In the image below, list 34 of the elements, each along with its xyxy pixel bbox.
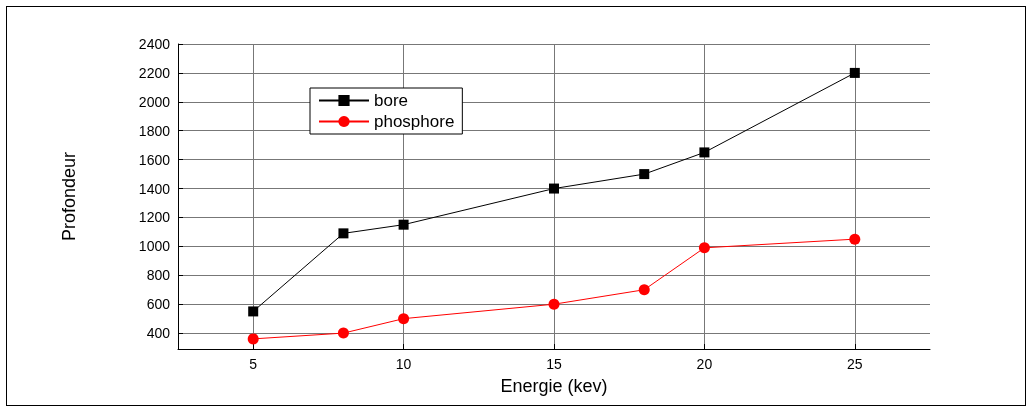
y-tick-label: 2400 xyxy=(138,36,171,52)
x-tick-label: 15 xyxy=(546,356,562,372)
point xyxy=(638,284,650,296)
point xyxy=(398,219,409,230)
y-tick-label: 600 xyxy=(146,296,171,313)
x-tick-label: 20 xyxy=(696,356,713,372)
point xyxy=(398,313,410,325)
point xyxy=(548,298,560,310)
y-tick-label: 400 xyxy=(146,325,171,342)
y-tick-label: 1600 xyxy=(138,151,171,168)
point xyxy=(698,242,710,254)
point xyxy=(849,67,860,78)
point xyxy=(549,183,559,194)
y-tick-label: 800 xyxy=(146,267,171,284)
y-tick-label: 1000 xyxy=(138,238,171,255)
x-tick-label: 25 xyxy=(847,356,863,372)
point xyxy=(639,169,650,180)
legend-label: phosphore xyxy=(374,112,455,131)
point xyxy=(338,228,349,239)
y-tick-label: 2200 xyxy=(138,64,171,81)
point xyxy=(337,327,349,339)
legend-label: bore xyxy=(374,91,409,110)
point xyxy=(247,333,259,345)
point xyxy=(248,306,259,317)
y-axis-title: Profondeur xyxy=(59,151,79,242)
y-tick-label: 1400 xyxy=(138,180,171,197)
y-tick-label: 1200 xyxy=(138,209,171,226)
point xyxy=(849,233,861,245)
x-axis-title: Energie (kev) xyxy=(500,376,608,396)
x-tick-label: 10 xyxy=(395,356,412,372)
point xyxy=(699,147,710,158)
y-tick-label: 2000 xyxy=(138,93,171,110)
y-tick-label: 1800 xyxy=(138,122,171,139)
x-tick-label: 5 xyxy=(249,356,258,372)
